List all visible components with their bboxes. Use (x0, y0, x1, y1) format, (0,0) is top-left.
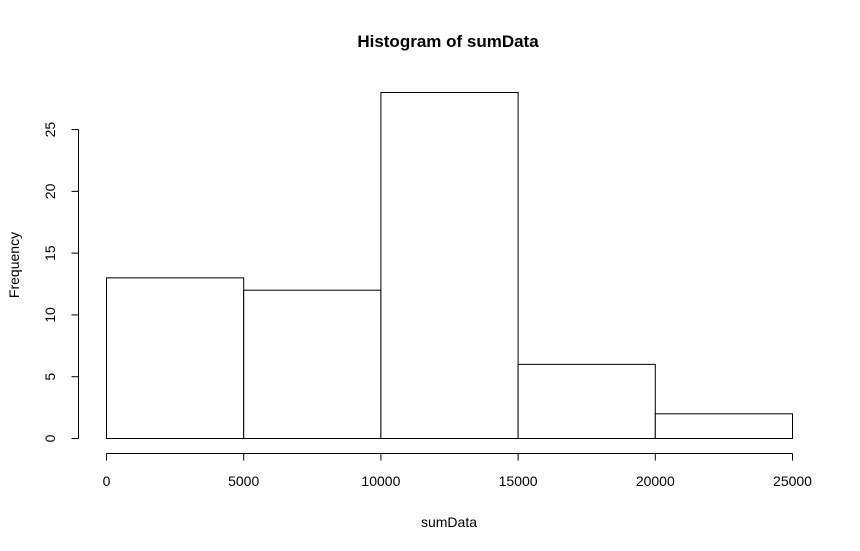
bars-group (106, 92, 793, 440)
chart-title: Histogram of sumData (357, 32, 539, 51)
y-tick-label: 10 (42, 307, 58, 323)
y-tick-label: 20 (42, 183, 58, 199)
y-tick-label: 15 (42, 245, 58, 261)
x-tick-label: 0 (103, 473, 111, 489)
histogram-bar-1 (106, 277, 245, 439)
x-tick-label: 5000 (228, 473, 259, 489)
x-tick-label: 15000 (499, 473, 538, 489)
histogram-bar-4 (517, 363, 656, 440)
y-tick-label: 5 (42, 373, 58, 381)
x-axis-label: sumData (421, 514, 477, 530)
x-tick-label: 10000 (361, 473, 400, 489)
y-tick-label: 25 (42, 122, 58, 138)
histogram-bar-3 (380, 92, 519, 439)
histogram-bar-2 (243, 289, 382, 440)
y-axis-label: Frequency (6, 232, 22, 298)
x-tick-label: 25000 (773, 473, 812, 489)
histogram-bar-5 (654, 413, 793, 439)
x-tick-label: 20000 (636, 473, 675, 489)
y-tick-label: 0 (42, 434, 58, 442)
y-axis: 0 5 10 15 20 25 (42, 122, 79, 442)
x-axis: 0 5000 10000 15000 20000 25000 (103, 453, 812, 489)
